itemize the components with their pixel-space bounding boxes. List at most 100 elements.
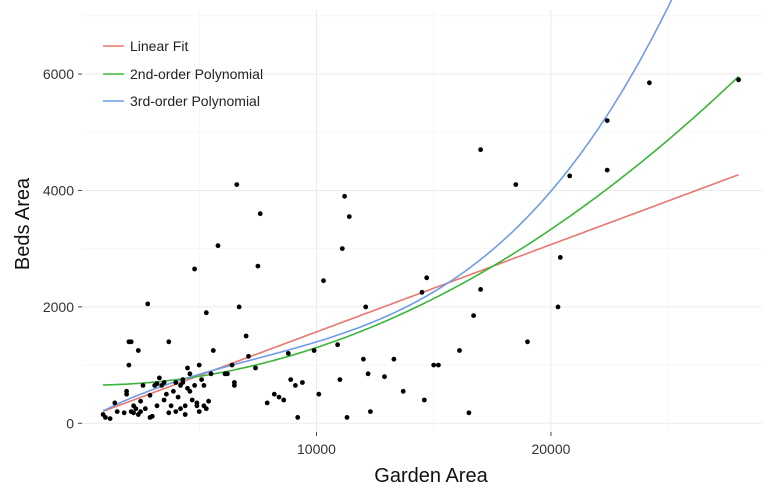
- scatter-point: [208, 371, 214, 377]
- scatter-points: [100, 77, 741, 421]
- scatter-point: [173, 409, 179, 414]
- scatter-point: [225, 371, 230, 377]
- scatter-point: [187, 371, 193, 377]
- fit-line-2nd-order-polynomial: [103, 75, 740, 386]
- scatter-point: [180, 380, 186, 385]
- scatter-point: [196, 362, 202, 368]
- scatter-point: [431, 362, 437, 368]
- y-axis-ticks: 0 2000 4000 6000: [43, 66, 82, 431]
- scatter-point: [140, 383, 146, 388]
- scatter-point: [157, 375, 162, 381]
- scatter-point: [203, 406, 209, 412]
- scatter-point: [368, 409, 373, 414]
- legend-label-linear-fit: Linear Fit: [130, 38, 188, 54]
- fit-lines: [102, 0, 740, 413]
- scatter-point: [257, 211, 263, 217]
- scatter-point: [196, 409, 202, 414]
- scatter-point: [253, 365, 258, 371]
- scatter-point: [138, 398, 144, 404]
- scatter-point: [604, 167, 610, 173]
- scatter-point: [232, 383, 237, 388]
- scatter-point: [185, 365, 190, 371]
- scatter-point: [206, 398, 212, 404]
- scatter-point: [337, 377, 343, 382]
- scatter-point: [154, 403, 160, 409]
- scatter-point: [201, 383, 207, 388]
- scatter-point: [166, 339, 172, 345]
- scatter-point: [135, 348, 141, 353]
- scatter-point: [478, 147, 483, 153]
- scatter-point: [311, 348, 317, 353]
- scatter-point: [128, 339, 134, 345]
- legend-label-2nd-order-polynomial: 2nd-order Polynomial: [130, 66, 263, 82]
- scatter-point: [133, 406, 139, 412]
- scatter-point: [288, 377, 294, 382]
- scatter-point: [400, 388, 406, 394]
- scatter-point: [344, 415, 350, 420]
- scatter-point: [236, 304, 242, 310]
- scatter-point: [203, 310, 209, 316]
- scatter-point: [424, 275, 430, 281]
- scatter-point: [264, 400, 270, 406]
- scatter-point: [365, 371, 371, 377]
- scatter-point: [121, 410, 127, 416]
- scatter-point: [647, 80, 652, 86]
- scatter-point: [285, 351, 291, 356]
- scatter-point: [466, 410, 472, 416]
- scatter-point: [271, 391, 277, 397]
- y-axis-label: Beds Area: [12, 177, 34, 270]
- scatter-point: [555, 304, 561, 310]
- scatter-point: [346, 214, 352, 220]
- scatter-point: [171, 388, 176, 394]
- scatter-point: [335, 342, 340, 348]
- scatter-point: [168, 403, 174, 409]
- scatter-point: [361, 356, 366, 362]
- scatter-point: [145, 301, 151, 307]
- fit-line-3rd-order-polynomial: [102, 0, 673, 412]
- scatter-point: [149, 413, 155, 419]
- scatter-point: [295, 415, 301, 420]
- scatter-point: [178, 406, 183, 412]
- scatter-point: [182, 403, 188, 409]
- scatter-point: [246, 353, 251, 359]
- scatter-point: [194, 403, 200, 409]
- scatter-point: [567, 173, 573, 179]
- scatter-point: [604, 118, 610, 123]
- scatter-point: [321, 278, 326, 284]
- legend-label-3rd-order-polynomial: 3rd-order Polynomial: [130, 93, 260, 109]
- scatter-point: [187, 388, 193, 394]
- grid-minor-lines: [82, 10, 762, 432]
- y-tick-label: 0: [66, 415, 74, 431]
- scatter-point: [192, 383, 198, 388]
- scatter-point: [525, 339, 530, 345]
- scatter-point: [182, 412, 188, 417]
- scatter-point: [210, 348, 216, 353]
- scatter-point: [342, 193, 347, 199]
- scatter-point: [229, 362, 235, 368]
- legend: Linear Fit 2nd-order Polynomial 3rd-orde…: [103, 38, 263, 109]
- scatter-point: [293, 383, 298, 388]
- scatter-point: [161, 380, 167, 385]
- scatter-point: [281, 397, 287, 403]
- scatter-point: [419, 289, 425, 295]
- x-tick-label: 20000: [531, 441, 570, 457]
- scatter-point: [103, 415, 108, 420]
- scatter-point: [142, 406, 148, 412]
- scatter-point: [215, 243, 221, 249]
- x-tick-label: 10000: [297, 441, 336, 457]
- scatter-point: [300, 380, 305, 385]
- scatter-point: [154, 381, 160, 387]
- scatter-point: [255, 263, 261, 269]
- y-tick-label: 6000: [43, 66, 74, 82]
- scatter-point: [166, 410, 172, 416]
- scatter-point: [164, 391, 169, 397]
- x-axis-ticks: 10000 20000: [297, 432, 571, 457]
- scatter-point: [189, 397, 195, 403]
- scatter-point: [382, 374, 387, 380]
- scatter-point: [147, 392, 153, 398]
- scatter-point: [276, 394, 282, 400]
- scatter-point: [736, 77, 741, 83]
- scatter-point: [471, 313, 476, 318]
- scatter-point: [114, 409, 120, 414]
